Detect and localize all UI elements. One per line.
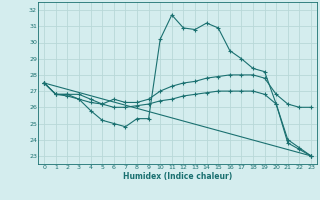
X-axis label: Humidex (Indice chaleur): Humidex (Indice chaleur) (123, 172, 232, 181)
